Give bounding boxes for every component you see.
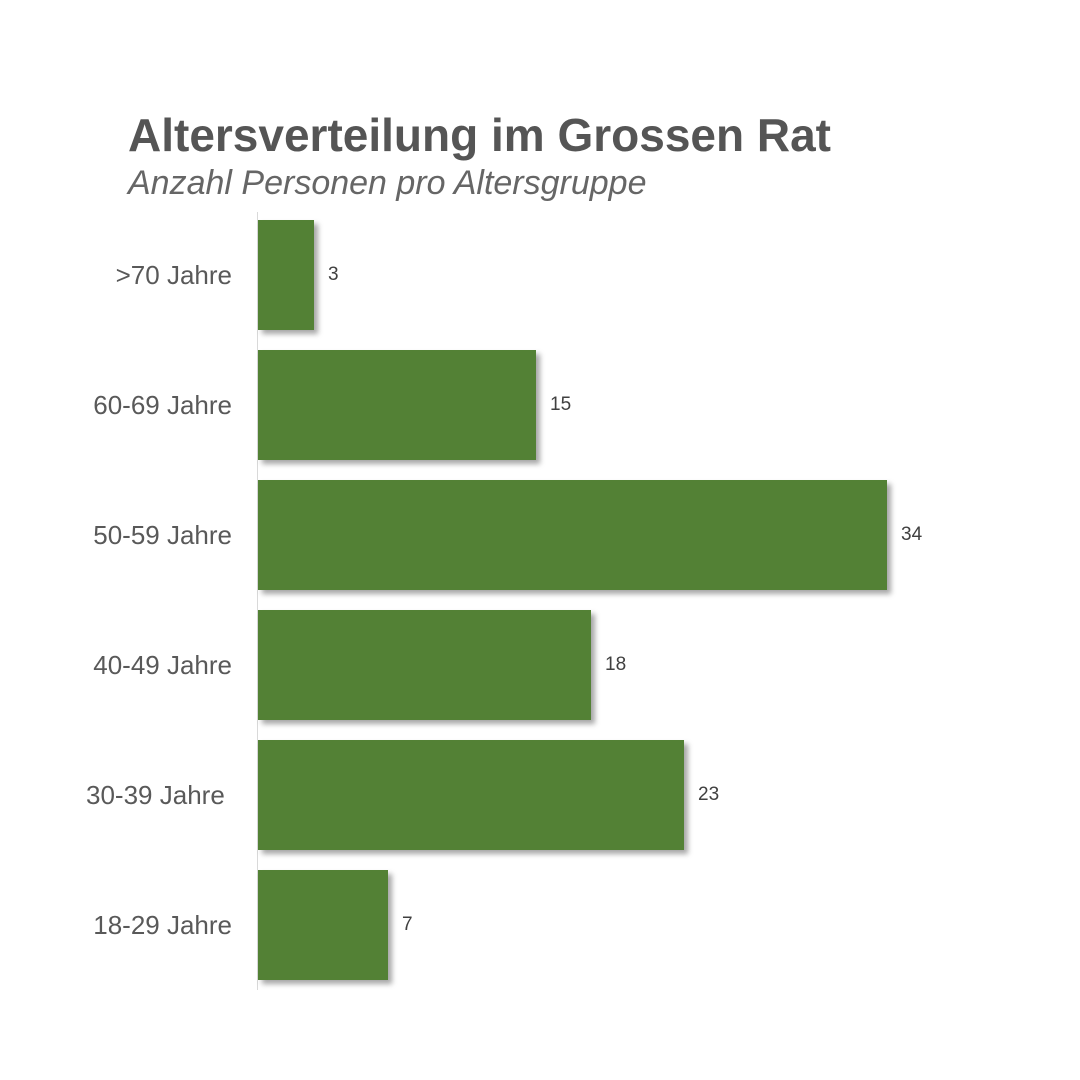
bar xyxy=(258,480,887,590)
value-label: 7 xyxy=(402,914,413,935)
bar-row: >70 Jahre 3 xyxy=(0,220,1080,330)
bar-row: 60-69 Jahre 15 xyxy=(0,350,1080,460)
category-label: 18-29 Jahre xyxy=(93,910,232,940)
bar-row: 30-39 Jahre 23 xyxy=(0,740,1080,850)
bar xyxy=(258,350,536,460)
category-label: 30-39 Jahre xyxy=(86,780,232,810)
bar-row: 40-49 Jahre 18 xyxy=(0,610,1080,720)
chart-subtitle: Anzahl Personen pro Altersgruppe xyxy=(128,164,647,202)
bar xyxy=(258,870,388,980)
bar xyxy=(258,740,684,850)
chart-title: Altersverteilung im Grossen Rat xyxy=(128,109,831,161)
value-label: 3 xyxy=(328,264,339,285)
category-label: >70 Jahre xyxy=(115,260,232,290)
category-label: 60-69 Jahre xyxy=(93,390,232,420)
value-label: 18 xyxy=(605,654,627,675)
bar xyxy=(258,610,591,720)
value-label: 23 xyxy=(698,784,720,805)
bar-row: 50-59 Jahre 34 xyxy=(0,480,1080,590)
category-axis-line xyxy=(257,212,258,990)
value-label: 15 xyxy=(550,394,572,415)
bar xyxy=(258,220,314,330)
category-label: 40-49 Jahre xyxy=(93,650,232,680)
category-label: 50-59 Jahre xyxy=(93,520,232,550)
bar-row: 18-29 Jahre 7 xyxy=(0,870,1080,980)
value-label: 34 xyxy=(901,524,923,545)
